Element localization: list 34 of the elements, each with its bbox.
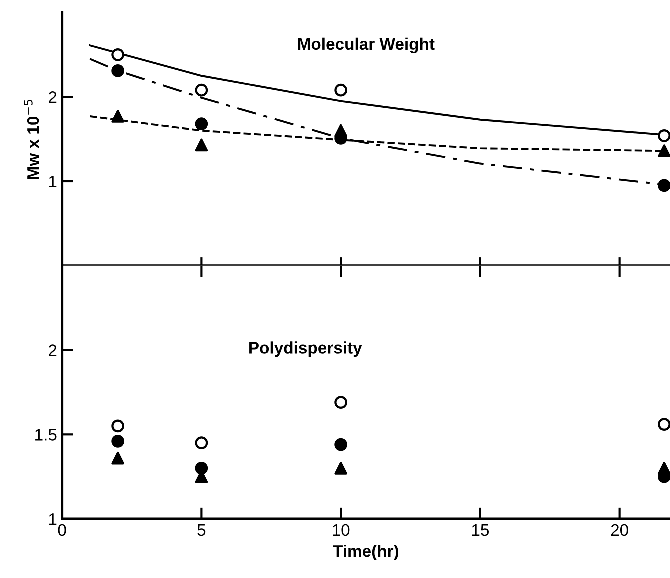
point: [658, 462, 670, 475]
text: Molecular Weight: [298, 38, 435, 54]
point: [112, 48, 124, 62]
point: [195, 84, 208, 97]
x-tick-label: 20: [611, 524, 628, 536]
point: [658, 130, 670, 142]
point: [334, 84, 348, 97]
y-axis-title: Mw x 10$^{−5}$: [24, 100, 40, 180]
x-tick-label: 5: [198, 524, 206, 536]
x-tick-label: 15: [472, 524, 490, 536]
point: [195, 436, 208, 450]
point: [195, 118, 208, 131]
point: [195, 138, 208, 152]
y-tick-label: 1: [49, 176, 57, 188]
point: [658, 418, 670, 431]
y-tick-label: 1: [49, 514, 57, 526]
point: [334, 396, 348, 410]
point: [658, 144, 670, 158]
point: [112, 110, 124, 123]
y-tick-label: 1.5: [36, 429, 57, 441]
point: [334, 462, 348, 475]
point: [658, 179, 670, 192]
point: [334, 124, 348, 138]
point: [112, 434, 124, 448]
point: [112, 420, 124, 433]
x-tick-label: 0: [58, 524, 66, 536]
y-tick-label: 2: [49, 344, 57, 356]
point: [112, 452, 124, 465]
x-axis-title: Time(hr): [333, 544, 399, 561]
y-tick-label: 2: [49, 92, 57, 104]
text: Polydispersity: [250, 342, 362, 358]
point: [334, 438, 348, 452]
x-tick-label: 10: [333, 524, 350, 536]
point: [112, 64, 124, 78]
